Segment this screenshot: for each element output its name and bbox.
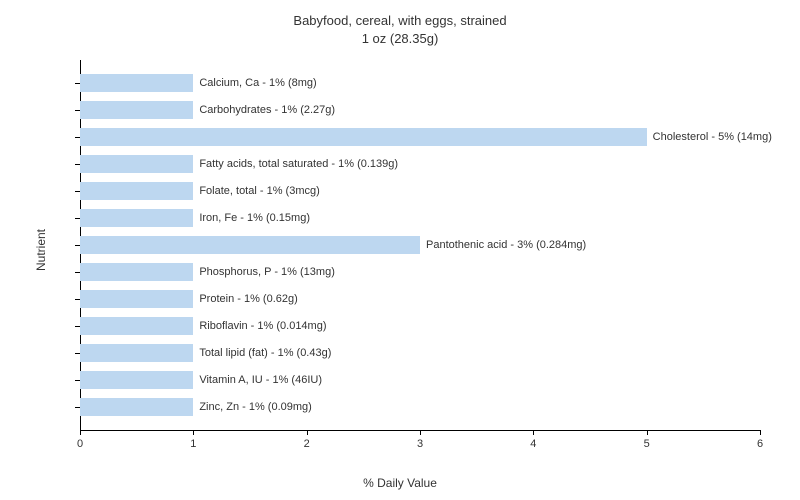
x-axis-label: % Daily Value: [363, 476, 437, 490]
bar: [80, 371, 193, 389]
x-tick-label: 4: [530, 438, 536, 450]
bar: [80, 317, 193, 335]
x-tick-label: 2: [304, 438, 310, 450]
bar: [80, 290, 193, 308]
x-tick: [647, 430, 648, 435]
bar: [80, 74, 193, 92]
bar-label: Phosphorus, P - 1% (13mg): [193, 263, 335, 281]
bar: [80, 398, 193, 416]
bar-label: Total lipid (fat) - 1% (0.43g): [193, 344, 331, 362]
chart-title-line1: Babyfood, cereal, with eggs, strained: [0, 12, 800, 30]
bar: [80, 209, 193, 227]
bar: [80, 155, 193, 173]
bar-label: Carbohydrates - 1% (2.27g): [193, 101, 335, 119]
bar-label: Pantothenic acid - 3% (0.284mg): [420, 236, 586, 254]
x-tick: [533, 430, 534, 435]
x-tick: [307, 430, 308, 435]
bar-label: Cholesterol - 5% (14mg): [647, 128, 772, 146]
y-axis-label: Nutrient: [34, 229, 48, 271]
chart-title: Babyfood, cereal, with eggs, strained 1 …: [0, 0, 800, 48]
x-tick-label: 0: [77, 438, 83, 450]
bar-label: Protein - 1% (0.62g): [193, 290, 297, 308]
bar-label: Iron, Fe - 1% (0.15mg): [193, 209, 310, 227]
nutrient-chart: Babyfood, cereal, with eggs, strained 1 …: [0, 0, 800, 500]
bar: [80, 263, 193, 281]
bar-label: Riboflavin - 1% (0.014mg): [193, 317, 326, 335]
bar-label: Vitamin A, IU - 1% (46IU): [193, 371, 322, 389]
bar: [80, 128, 647, 146]
x-tick: [80, 430, 81, 435]
bar: [80, 344, 193, 362]
x-tick-label: 6: [757, 438, 763, 450]
bar: [80, 236, 420, 254]
bar-label: Calcium, Ca - 1% (8mg): [193, 74, 316, 92]
x-tick-label: 1: [190, 438, 196, 450]
x-tick-label: 3: [417, 438, 423, 450]
x-tick-label: 5: [644, 438, 650, 450]
x-tick: [193, 430, 194, 435]
chart-title-line2: 1 oz (28.35g): [0, 30, 800, 48]
x-tick: [760, 430, 761, 435]
bar-label: Fatty acids, total saturated - 1% (0.139…: [193, 155, 398, 173]
bar-label: Zinc, Zn - 1% (0.09mg): [193, 398, 311, 416]
x-tick: [420, 430, 421, 435]
bar: [80, 101, 193, 119]
bar: [80, 182, 193, 200]
bar-label: Folate, total - 1% (3mcg): [193, 182, 319, 200]
